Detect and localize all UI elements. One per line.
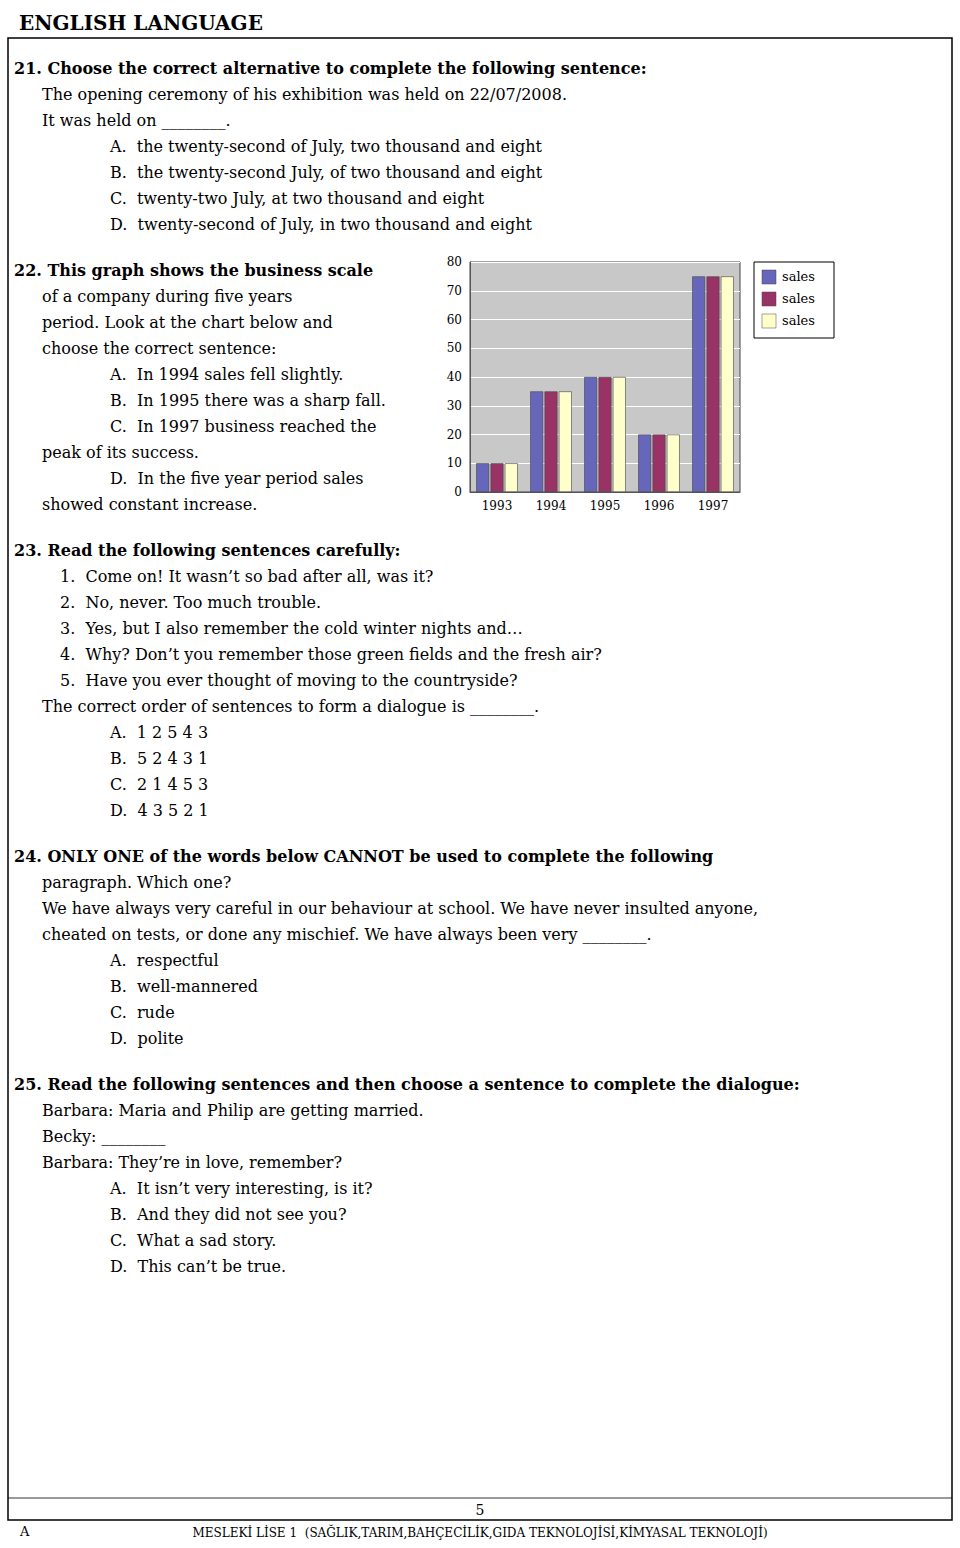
svg-text:C. twenty-two July, at two th: C. twenty-two July, at two thousand and …	[110, 189, 485, 208]
svg-text:3. Yes, but I also remember t: 3. Yes, but I also remember the cold win…	[60, 619, 523, 638]
svg-text:1993: 1993	[482, 499, 513, 513]
svg-text:A. respectful: A. respectful	[109, 951, 219, 970]
svg-text:of a company during five years: of a company during five years	[42, 287, 292, 306]
svg-text:D. This can’t be true.: D. This can’t be true.	[110, 1257, 286, 1276]
svg-text:60: 60	[447, 313, 462, 327]
svg-text:D. polite: D. polite	[110, 1029, 184, 1048]
svg-text:period. Look at the chart belo: period. Look at the chart below and	[42, 313, 333, 332]
svg-text:B. well-mannered: B. well-mannered	[110, 977, 258, 996]
svg-text:It was held on ________.: It was held on ________.	[42, 111, 231, 130]
svg-text:D. In the five year period sa: D. In the five year period sales	[110, 469, 364, 488]
svg-text:C. What a sad story.: C. What a sad story.	[110, 1231, 276, 1250]
svg-text:30: 30	[447, 399, 462, 413]
svg-text:D. twenty-second of July, in: D. twenty-second of July, in two thousan…	[110, 215, 532, 234]
svg-text:20: 20	[447, 428, 462, 442]
svg-text:D. 4 3 5 2 1: D. 4 3 5 2 1	[110, 801, 209, 820]
svg-text:50: 50	[447, 341, 462, 355]
svg-text:sales: sales	[782, 269, 815, 284]
svg-text:22. This graph shows the busin: 22. This graph shows the business scale	[14, 261, 373, 280]
svg-text:We have always very careful in: We have always very careful in our behav…	[42, 899, 758, 918]
svg-text:21. Choose the correct alterna: 21. Choose the correct alternative to co…	[14, 59, 647, 78]
svg-text:24. ONLY ONE of the words belo: 24. ONLY ONE of the words below CANNOT b…	[14, 847, 713, 866]
svg-text:A. In 1994 sales fell slightl: A. In 1994 sales fell slightly.	[109, 365, 343, 384]
svg-text:ENGLISH LANGUAGE: ENGLISH LANGUAGE	[19, 11, 263, 35]
svg-text:B. 5 2 4 3 1: B. 5 2 4 3 1	[110, 749, 208, 768]
svg-text:paragraph. Which one?: paragraph. Which one?	[42, 873, 231, 892]
svg-text:C. In 1997 business reached t: C. In 1997 business reached the	[110, 417, 377, 436]
svg-text:5. Have you ever thought of m: 5. Have you ever thought of moving to th…	[60, 671, 518, 690]
svg-text:The correct order of sentences: The correct order of sentences to form a…	[42, 697, 539, 716]
svg-text:23. Read the following sentenc: 23. Read the following sentences careful…	[14, 541, 401, 560]
svg-text:5: 5	[476, 1502, 485, 1518]
svg-text:A. 1 2 5 4 3: A. 1 2 5 4 3	[109, 723, 208, 742]
svg-text:80: 80	[447, 255, 462, 269]
svg-text:sales: sales	[782, 291, 815, 306]
svg-text:B. In 1995 there was a sharp: B. In 1995 there was a sharp fall.	[110, 391, 386, 410]
svg-text:B. the twenty-second July, of: B. the twenty-second July, of two thousa…	[110, 163, 543, 182]
svg-text:choose the correct sentence:: choose the correct sentence:	[42, 339, 276, 358]
svg-text:70: 70	[447, 284, 462, 298]
svg-text:Barbara: Maria and Philip are: Barbara: Maria and Philip are getting ma…	[42, 1101, 424, 1120]
svg-text:1. Come on! It wasn’t so bad: 1. Come on! It wasn’t so bad after all, …	[60, 567, 433, 586]
svg-text:A. It isn’t very interesting,: A. It isn’t very interesting, is it?	[109, 1179, 373, 1198]
svg-text:Becky: ________: Becky: ________	[42, 1127, 165, 1146]
svg-text:A: A	[19, 1524, 30, 1539]
svg-text:cheated on tests, or done any: cheated on tests, or done any mischief. …	[42, 925, 652, 944]
svg-text:25. Read the following sentenc: 25. Read the following sentences and the…	[14, 1075, 800, 1094]
svg-text:2. No, never. Too much troubl: 2. No, never. Too much trouble.	[60, 593, 321, 612]
svg-text:10: 10	[447, 456, 462, 470]
svg-text:40: 40	[447, 370, 462, 384]
svg-text:1994: 1994	[536, 499, 567, 513]
svg-text:1995: 1995	[590, 499, 621, 513]
svg-text:MESLEKİ LİSE 1 (SAĞLIK,TARIM,: MESLEKİ LİSE 1 (SAĞLIK,TARIM,BAHÇECİLİK,…	[192, 1524, 767, 1540]
svg-text:4. Why? Don’t you remember th: 4. Why? Don’t you remember those green f…	[60, 645, 602, 664]
svg-text:C. 2 1 4 5 3: C. 2 1 4 5 3	[110, 775, 208, 794]
svg-text:1997: 1997	[698, 499, 729, 513]
svg-text:0: 0	[454, 485, 462, 499]
svg-text:B. And they did not see you?: B. And they did not see you?	[110, 1205, 346, 1224]
svg-text:1996: 1996	[644, 499, 675, 513]
svg-text:peak of its success.: peak of its success.	[42, 443, 199, 462]
svg-text:A. the twenty-second of July,: A. the twenty-second of July, two thousa…	[109, 137, 543, 156]
svg-text:sales: sales	[782, 313, 815, 328]
svg-text:C. rude: C. rude	[110, 1003, 175, 1022]
svg-text:Barbara: They’re in love, reme: Barbara: They’re in love, remember?	[42, 1153, 342, 1172]
svg-text:The opening ceremony of his ex: The opening ceremony of his exhibition w…	[42, 85, 567, 104]
svg-text:showed constant increase.: showed constant increase.	[42, 495, 257, 514]
